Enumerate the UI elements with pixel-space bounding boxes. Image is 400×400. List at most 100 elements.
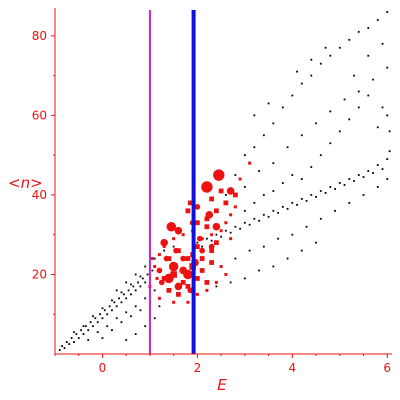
data-point: [172, 245, 175, 248]
data-point: [156, 267, 163, 274]
data-point: [153, 317, 156, 320]
data-points: [58, 11, 391, 351]
data-point: [348, 178, 351, 180]
vertical-lines: [148, 10, 196, 354]
data-point: [185, 256, 191, 261]
data-point: [183, 269, 193, 280]
data-point: [215, 233, 218, 236]
data-point: [139, 275, 142, 278]
data-point: [75, 333, 78, 336]
data-point: [181, 233, 185, 237]
data-point: [214, 280, 218, 284]
data-point: [157, 296, 161, 300]
data-point: [96, 321, 99, 324]
data-point: [80, 329, 83, 332]
data-point: [82, 325, 85, 328]
x-tick-label: 0: [99, 361, 107, 375]
data-point: [357, 30, 360, 33]
data-point: [164, 273, 174, 284]
data-point: [267, 102, 270, 105]
data-point: [144, 265, 147, 268]
data-point: [388, 150, 391, 153]
data-point: [103, 309, 106, 312]
data-point: [194, 276, 200, 281]
data-point: [338, 46, 341, 49]
data-point: [99, 313, 101, 316]
data-point: [204, 216, 210, 222]
data-point: [73, 341, 75, 343]
data-point: [296, 203, 298, 206]
data-point: [58, 349, 61, 351]
data-point: [163, 255, 170, 262]
data-point: [125, 311, 128, 314]
data-point: [115, 317, 118, 320]
data-point: [196, 241, 199, 244]
data-point: [155, 276, 159, 280]
data-point: [376, 164, 379, 166]
data-point: [213, 208, 219, 214]
data-point: [253, 146, 256, 149]
data-point: [106, 313, 109, 316]
data-point: [125, 281, 128, 284]
data-point: [223, 200, 229, 206]
data-point: [300, 249, 303, 252]
y-axis-title: <n>: [8, 174, 43, 192]
data-point: [65, 341, 68, 343]
data-point: [205, 288, 209, 292]
data-point: [111, 329, 113, 332]
data-point: [94, 317, 97, 320]
data-point: [130, 283, 132, 286]
data-point: [120, 291, 123, 294]
data-point: [243, 186, 246, 188]
data-point: [201, 181, 213, 193]
data-point: [101, 337, 104, 339]
data-point: [157, 253, 161, 257]
data-point: [232, 192, 238, 198]
data-point: [315, 122, 317, 125]
data-point: [329, 142, 332, 145]
data-point: [319, 154, 322, 157]
data-point: [132, 285, 135, 288]
data-point: [134, 305, 137, 308]
data-point: [262, 194, 265, 196]
data-point: [120, 301, 123, 304]
data-point: [92, 325, 94, 328]
data-point: [174, 226, 183, 235]
data-point: [199, 247, 205, 254]
data-point: [108, 305, 111, 308]
data-point: [234, 174, 237, 176]
data-point: [141, 277, 144, 280]
data-point: [334, 188, 336, 190]
data-point: [372, 172, 374, 174]
data-point: [113, 301, 116, 304]
data-point: [144, 281, 147, 284]
data-point: [199, 268, 205, 273]
x-tick-label: 2: [194, 361, 202, 375]
data-point: [172, 237, 176, 241]
data-point: [348, 38, 351, 41]
data-point: [357, 174, 360, 176]
data-point: [343, 184, 346, 186]
data-point: [281, 205, 284, 208]
data-point: [185, 208, 191, 214]
data-point: [101, 317, 104, 320]
data-point: [210, 233, 214, 237]
data-point: [338, 130, 341, 133]
data-point: [196, 235, 203, 242]
data-point: [248, 249, 251, 252]
data-point: [176, 291, 181, 297]
data-point: [87, 329, 90, 332]
data-point: [329, 54, 332, 57]
data-point: [219, 265, 223, 269]
data-point: [224, 229, 227, 232]
data-point: [357, 90, 360, 93]
data-point: [234, 257, 237, 260]
x-axis-title: E: [217, 376, 227, 394]
data-point: [367, 26, 370, 29]
data-point: [224, 272, 228, 276]
data-point: [218, 188, 224, 194]
data-point: [386, 158, 389, 161]
data-point: [204, 224, 210, 230]
data-point: [353, 180, 355, 182]
data-point: [305, 225, 308, 228]
